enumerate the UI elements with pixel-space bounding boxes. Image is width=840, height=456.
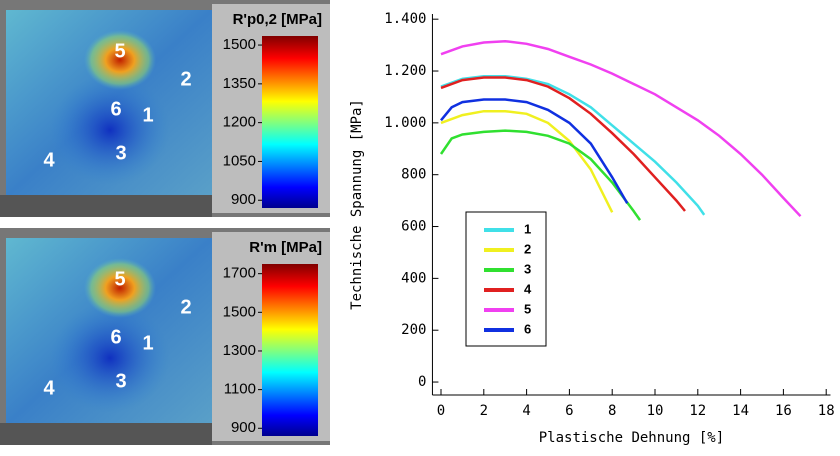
y-axis-label: Technische Spannung [MPa] bbox=[349, 99, 365, 310]
colorbar-tick-label: 1700 bbox=[223, 265, 256, 282]
x-axis-label: Plastische Dehnung [%] bbox=[539, 430, 724, 446]
series-line bbox=[440, 74, 706, 216]
legend-label: 1 bbox=[524, 221, 531, 236]
colorbar-title: R'm [MPa] bbox=[249, 239, 322, 256]
y-tick-label: 1.400 bbox=[384, 11, 426, 27]
y-tick-label: 400 bbox=[401, 270, 426, 286]
y-tick-label: 1.000 bbox=[384, 115, 426, 131]
colorbar-tick-label: 1500 bbox=[223, 303, 256, 320]
point-label: 1 bbox=[142, 332, 153, 354]
colorbar-tick-label: 1050 bbox=[223, 152, 256, 169]
legend-label: 6 bbox=[524, 321, 531, 336]
colorbar-tick-label: 1200 bbox=[223, 114, 256, 131]
legend-label: 4 bbox=[524, 281, 532, 296]
point-label: 1 bbox=[142, 104, 153, 126]
hot-spot bbox=[84, 30, 156, 90]
colorbar-tick-label: 1100 bbox=[224, 381, 256, 398]
x-tick-label: 16 bbox=[775, 403, 792, 419]
y-tick-label: 200 bbox=[401, 322, 426, 338]
legend-box bbox=[465, 211, 547, 347]
hot-spot bbox=[84, 258, 156, 318]
x-tick-label: 18 bbox=[818, 403, 835, 419]
x-tick-label: 0 bbox=[437, 403, 445, 419]
point-label: 4 bbox=[43, 149, 55, 171]
photo-bottom bbox=[0, 423, 212, 445]
series-line bbox=[439, 129, 642, 221]
cold-region bbox=[50, 75, 170, 185]
point-label: 5 bbox=[114, 40, 125, 62]
colorbar-tick-label: 900 bbox=[231, 191, 256, 208]
series-line bbox=[440, 109, 614, 213]
legend-label: 2 bbox=[524, 241, 531, 256]
x-tick-label: 2 bbox=[480, 403, 488, 419]
x-tick-label: 12 bbox=[689, 403, 706, 419]
series-line bbox=[440, 98, 629, 204]
y-tick-label: 600 bbox=[401, 219, 426, 235]
y-tick-label: 0 bbox=[418, 374, 426, 390]
y-tick-label: 800 bbox=[401, 167, 426, 183]
x-tick-label: 8 bbox=[608, 403, 616, 419]
photo-bottom bbox=[0, 195, 212, 217]
point-label: 2 bbox=[180, 296, 191, 318]
y-tick-label: 1.200 bbox=[384, 63, 426, 79]
cold-region bbox=[50, 303, 170, 413]
x-tick-label: 10 bbox=[647, 403, 664, 419]
colorbar-tick-label: 900 bbox=[231, 419, 256, 436]
colorbar bbox=[262, 264, 318, 436]
colorbar-tick-label: 1350 bbox=[223, 75, 256, 92]
point-label: 2 bbox=[180, 68, 191, 90]
point-label: 6 bbox=[110, 326, 121, 348]
legend-label: 3 bbox=[524, 261, 531, 276]
point-label: 3 bbox=[115, 142, 126, 164]
colorbar-tick-label: 1300 bbox=[223, 342, 256, 359]
x-tick-label: 6 bbox=[565, 403, 573, 419]
point-label: 3 bbox=[115, 370, 126, 392]
point-label: 5 bbox=[114, 268, 125, 290]
colorbar bbox=[262, 36, 318, 208]
colorbar-title: R'p0,2 [MPa] bbox=[233, 11, 322, 28]
point-label: 6 bbox=[110, 98, 121, 120]
point-label: 4 bbox=[43, 377, 55, 399]
series-line bbox=[440, 39, 802, 218]
x-tick-label: 4 bbox=[522, 403, 530, 419]
x-tick-label: 14 bbox=[732, 403, 749, 419]
series-line bbox=[440, 76, 686, 212]
legend-label: 5 bbox=[524, 301, 531, 316]
colorbar-tick-label: 1500 bbox=[223, 36, 256, 53]
